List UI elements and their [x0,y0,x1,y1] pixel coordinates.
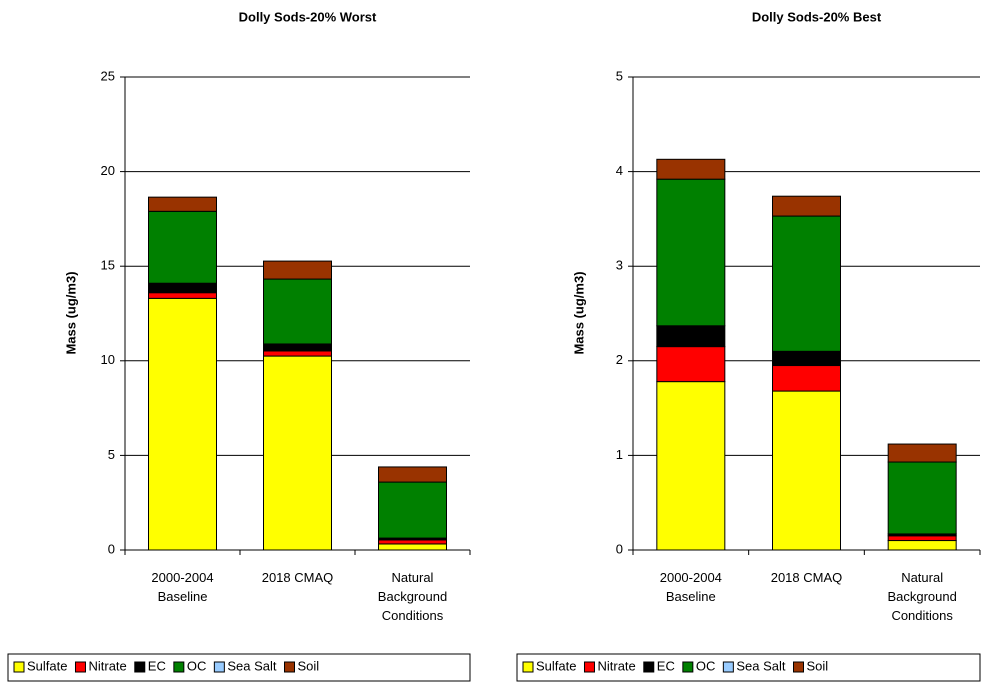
legend-label: Soil [298,658,320,673]
bar-segment [378,466,447,483]
bar-segment [656,381,726,551]
bar-segment [263,260,332,280]
bar-segment [263,350,332,357]
legend-label: Sulfate [27,658,67,673]
bar-segment [656,346,726,383]
bar-segment [378,481,447,539]
x-tick-label: 2000-2004 Baseline [151,570,214,604]
y-tick-label: 25 [101,68,115,83]
legend-label: Sea Salt [736,658,786,673]
legend-swatch [643,661,655,673]
bar-segment [148,282,217,294]
bar-segment [263,278,332,345]
bar-segment [148,210,217,284]
x-tick-label: 2018 CMAQ [770,570,843,585]
bar-segment [887,540,957,551]
bar-segment [263,355,332,551]
legend-label: Soil [807,658,829,673]
legend-swatch [793,661,804,673]
y-axis-label: Mass (ug/m3) [571,271,586,354]
y-tick-label: 4 [616,163,623,178]
bar-segment [772,365,841,392]
bar-segment [887,535,957,542]
legend-swatch [134,661,146,673]
legend-swatch [284,661,295,673]
bar-segment [378,543,447,551]
bar-segment [378,539,447,545]
bar-segment [263,343,332,352]
legend-label: Nitrate [597,658,635,673]
x-tick-label: 2000-2004 Baseline [659,570,722,604]
y-tick-label: 10 [101,352,115,367]
y-tick-label: 20 [101,163,115,178]
legend-swatch [583,661,595,673]
legend-swatch [173,661,185,673]
legend-swatch [74,661,86,673]
legend-swatch [13,661,25,673]
x-tick-label: 2018 CMAQ [261,570,334,585]
chart-title: Dolly Sods-20% Worst [239,9,377,24]
y-tick-label: 15 [101,258,115,273]
chart-title: Dolly Sods-20% Best [752,9,882,24]
legend-swatch [522,661,534,673]
bar-segment [656,325,726,348]
legend-label: OC [696,658,716,673]
bar-segment [887,443,957,463]
legend-label: EC [657,658,675,673]
bar-segment [148,196,217,212]
bar-segment [656,178,726,327]
bar-segment [887,461,957,535]
bar-segment [148,297,217,551]
legend-label: Sea Salt [227,658,277,673]
legend-label: Nitrate [88,658,126,673]
bar-segment [772,195,841,217]
bar-segment [772,390,841,551]
bar-segment [772,215,841,352]
legend-label: EC [148,658,166,673]
legend-swatch [213,661,225,673]
y-axis-label: Mass (ug/m3) [63,271,78,354]
y-tick-label: 5 [108,447,115,462]
legend-label: Sulfate [536,658,576,673]
y-tick-label: 1 [616,447,623,462]
x-tick-label: Natural Background Conditions [377,570,448,623]
bar-segment [656,158,726,180]
y-tick-label: 3 [616,258,623,273]
bar-segment [148,292,217,299]
legend-swatch [722,661,734,673]
y-tick-label: 2 [616,352,623,367]
x-tick-label: Natural Background Conditions [887,570,957,623]
bar-segment [772,350,841,367]
legend-swatch [682,661,694,673]
legend-label: OC [187,658,207,673]
y-tick-label: 5 [616,68,623,83]
y-tick-label: 0 [108,541,115,556]
y-tick-label: 0 [616,541,623,556]
